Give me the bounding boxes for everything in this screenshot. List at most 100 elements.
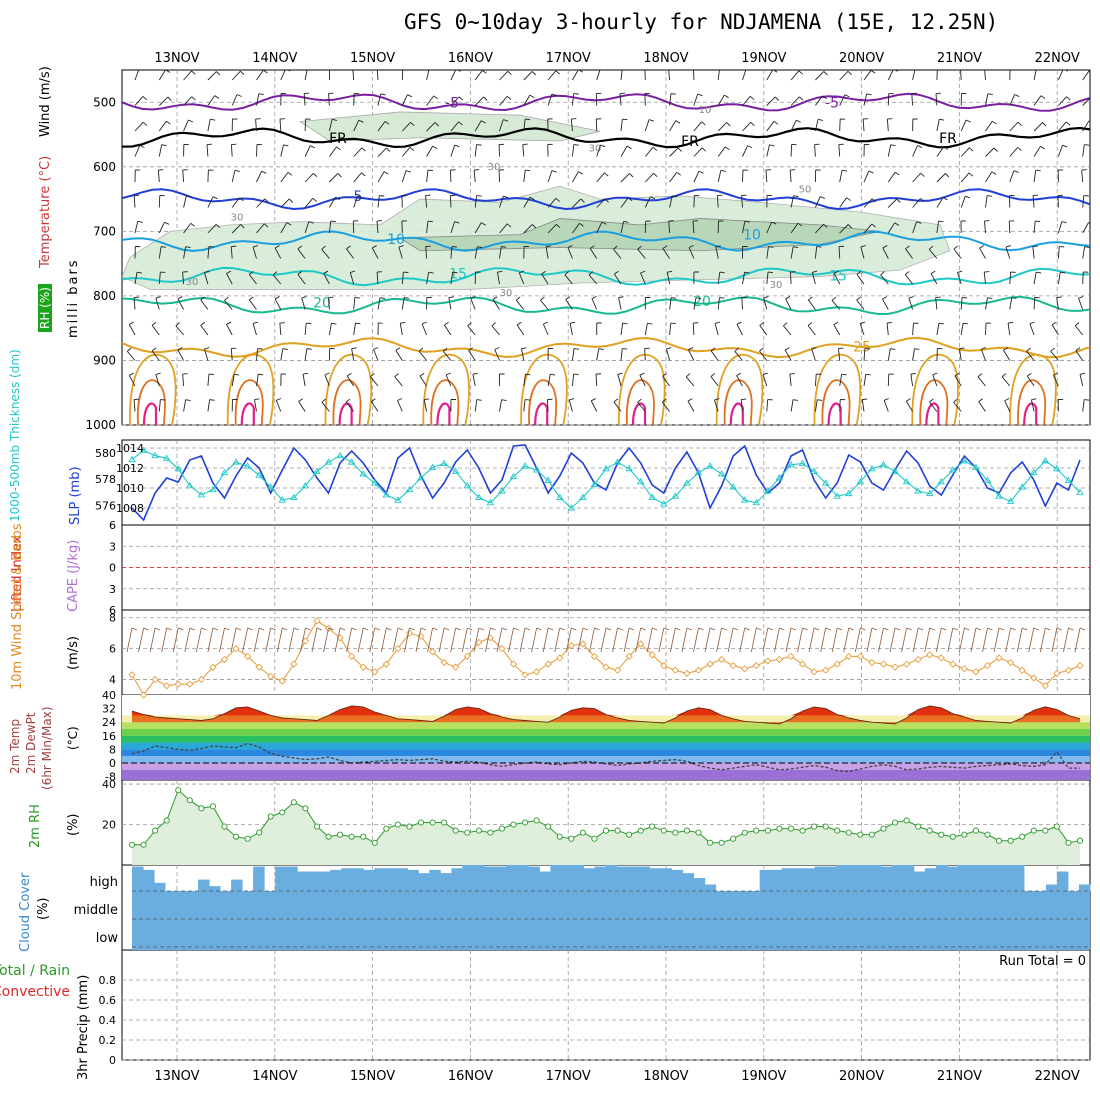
wind-barb (323, 273, 330, 285)
wind-barb-flag (1066, 96, 1071, 101)
wind-barb (905, 401, 913, 412)
wind-barb (790, 222, 799, 234)
wind-barb (620, 70, 623, 81)
wind-barb-flag (676, 171, 681, 176)
wind-barb (1033, 221, 1036, 234)
li-tick: 0 (109, 562, 116, 575)
rh-point (1076, 837, 1084, 844)
wind-barb (929, 401, 938, 412)
wind-barb (523, 224, 533, 234)
wind-speed-point (694, 666, 703, 674)
wind-barb-flag (744, 271, 750, 274)
date-label-bottom: 18NOV (643, 1069, 688, 1084)
wind-barb (297, 274, 306, 285)
wind-barb-flag (398, 245, 404, 248)
wind10-barb-flag (733, 627, 739, 631)
wind-barb-flag (865, 373, 871, 376)
precip-tick: 0 (109, 1054, 116, 1067)
wind-barb (639, 375, 646, 387)
wind10-barb (219, 627, 225, 653)
wind-barb (814, 119, 819, 132)
wind-barb (155, 297, 160, 310)
temp-band (122, 708, 1090, 716)
wind-barb (564, 274, 573, 285)
wind-barb (1009, 147, 1018, 157)
wind-barb-flag (254, 398, 260, 401)
wind10-barb-flag (571, 627, 577, 631)
wind-barb (426, 272, 430, 285)
wind-speed-point (868, 658, 876, 667)
wind-barb-flag (894, 171, 900, 176)
wind-speed-point (243, 652, 252, 661)
wind-barb (1009, 94, 1016, 106)
rh-point (152, 827, 159, 834)
thickness-point (532, 466, 541, 473)
date-label-bottom: 22NOV (1035, 1069, 1080, 1084)
isotherm-40-loop (534, 402, 549, 425)
wind-barb (329, 196, 336, 208)
temp-area-hot (132, 706, 1080, 716)
thickness-point (151, 451, 159, 459)
wind-barb-flag (844, 94, 850, 98)
wind-speed-point (139, 691, 148, 699)
cloud-high-bar (583, 868, 595, 891)
wind10-barb (461, 627, 468, 653)
wind10-barb-flag (1056, 627, 1063, 631)
wind-barb-flag (252, 321, 258, 324)
wind10-barb (577, 627, 584, 653)
wind-barb-flag (421, 321, 427, 325)
thickness-point (266, 483, 275, 490)
wind-barb-flag (979, 245, 985, 249)
wind-barb-flag (458, 121, 463, 126)
wind-barb-flag (126, 347, 132, 352)
wind-barb (397, 400, 403, 412)
thickness-point (197, 491, 206, 498)
wind-barb (1009, 271, 1012, 285)
wind-barb (960, 297, 963, 310)
wind-barb (1057, 272, 1061, 285)
precip-tick: 0.8 (99, 974, 117, 987)
thickness-point (729, 483, 737, 490)
wind-barb (546, 399, 549, 412)
wind-speed-point (452, 663, 460, 671)
wind-barb-flag (650, 196, 656, 200)
wind-barb (644, 323, 648, 336)
wind-barb-flag (870, 70, 876, 74)
wind-barb-flag (807, 322, 813, 326)
wind-barb-flag (286, 70, 291, 72)
wind10-barb-flag (871, 627, 878, 631)
wind-barb (985, 297, 988, 310)
wind-barb (644, 172, 654, 183)
rh-point (637, 827, 644, 834)
wind-barb (545, 246, 549, 259)
wind-barb-flag (1004, 398, 1010, 402)
wind-barb (399, 323, 403, 336)
wind-barb (833, 273, 841, 285)
rh-point (498, 825, 506, 832)
wind-barb (1082, 144, 1085, 157)
wind-barb-flag (224, 296, 229, 301)
wind-barb (912, 348, 915, 361)
wind-barb (790, 399, 794, 412)
rh2m-unit: (%) (66, 813, 81, 837)
wind-barb (256, 93, 260, 106)
wind-barb (811, 348, 816, 361)
rh-point (857, 831, 864, 838)
wind-barb (523, 374, 526, 387)
wind-barb (569, 323, 573, 336)
wind10-barb (149, 627, 156, 653)
wind-barb-flag (938, 220, 944, 223)
rh-point (949, 833, 956, 840)
wind-barb-flag (920, 198, 925, 203)
wind-barb-flag (373, 347, 379, 350)
wind-barb (928, 249, 938, 259)
wind-barb (547, 198, 557, 208)
wind10-barb-flag (432, 627, 438, 631)
wind-barb (905, 248, 913, 259)
wind-barb-flag (1001, 373, 1007, 378)
thickness-point (694, 468, 703, 476)
wind-barb (1033, 146, 1041, 157)
wind-barb-flag (846, 197, 851, 201)
rh2m-label: 2m RH (28, 804, 43, 848)
wind-barb (710, 376, 719, 387)
